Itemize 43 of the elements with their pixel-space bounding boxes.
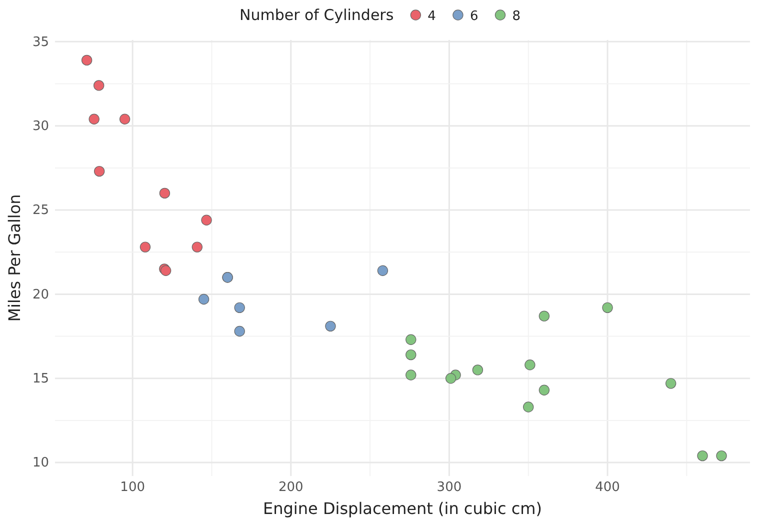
point xyxy=(538,310,550,322)
legend-label: 8 xyxy=(512,9,521,24)
point xyxy=(325,320,336,332)
x-tick-label: 100 xyxy=(120,480,145,496)
point xyxy=(140,242,151,252)
point xyxy=(198,294,210,305)
point xyxy=(472,364,484,376)
point xyxy=(523,402,534,412)
point xyxy=(234,326,245,337)
point xyxy=(201,214,212,226)
x-tick-label: 200 xyxy=(278,480,304,496)
y-tick-label: 35 xyxy=(32,34,49,50)
y-axis-title: Miles Per Gallon xyxy=(5,194,24,322)
point xyxy=(406,349,416,360)
y-tick-label: 10 xyxy=(32,456,49,471)
point xyxy=(524,360,536,370)
x-axis-title: Engine Displacement (in cubic cm) xyxy=(263,499,542,518)
point xyxy=(234,302,245,313)
y-tick-label: 15 xyxy=(32,372,49,387)
point xyxy=(377,265,388,276)
point xyxy=(119,114,130,124)
point xyxy=(94,80,104,91)
legend-label: 4 xyxy=(428,9,436,24)
point xyxy=(81,54,92,66)
x-tick-label: 400 xyxy=(595,480,620,496)
point xyxy=(538,384,550,396)
legend-title: Number of Cylinders xyxy=(239,6,394,24)
x-tick-label: 300 xyxy=(436,480,462,496)
point xyxy=(88,114,100,124)
y-tick-label: 30 xyxy=(32,119,49,134)
point xyxy=(697,450,708,462)
point xyxy=(406,370,416,380)
point xyxy=(94,166,105,177)
point xyxy=(159,188,170,199)
y-tick-label: 25 xyxy=(32,203,49,218)
legend-label: 6 xyxy=(470,9,478,24)
point xyxy=(716,450,727,462)
point xyxy=(192,242,203,252)
point xyxy=(406,334,416,345)
y-tick-label: 20 xyxy=(32,287,49,302)
point xyxy=(602,302,613,313)
point xyxy=(665,378,676,389)
point xyxy=(445,373,456,384)
